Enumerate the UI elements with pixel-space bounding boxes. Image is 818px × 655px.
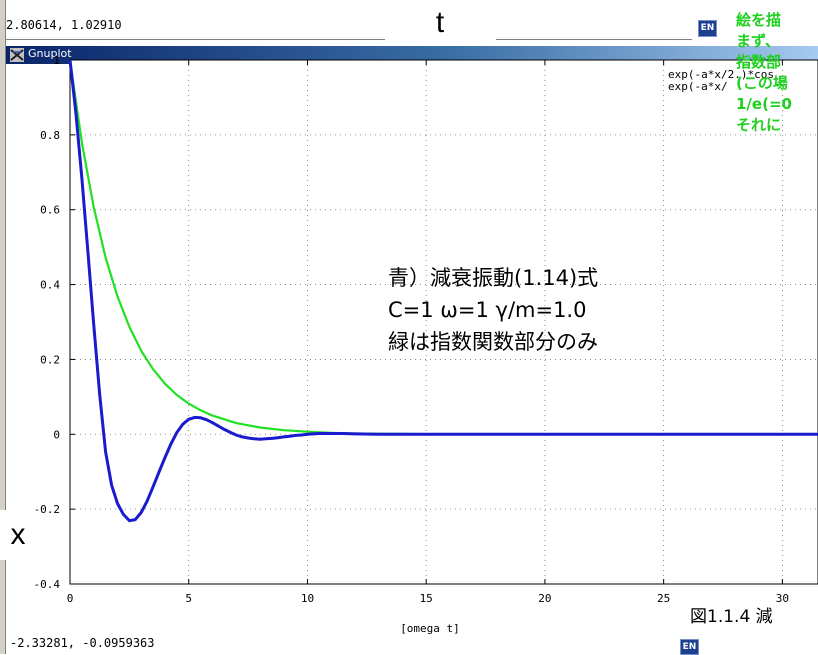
x-tick-label: 20	[538, 592, 551, 605]
y-tick-label: 0.4	[40, 279, 60, 292]
series-line-damped-oscillation	[68, 59, 818, 523]
y-tick-label: -0.4	[34, 578, 61, 591]
ime-language-icon[interactable]: EN	[698, 20, 717, 37]
cursor-coordinates-bottom: -2.33281, -0.0959363	[10, 636, 155, 650]
status-divider-right	[496, 39, 692, 40]
green-note-line: それに	[736, 116, 782, 134]
y-tick-label: -0.2	[34, 503, 61, 516]
legend-entry: exp(-a*x/2.)*cos	[668, 68, 774, 81]
x-tick-label: 25	[657, 592, 670, 605]
legend-entry: exp(-a*x/	[668, 80, 728, 93]
x-tick-label: 15	[420, 592, 433, 605]
cursor-coordinates-top: 2.80614, 1.02910	[6, 18, 122, 32]
y-tick-label: 0.6	[40, 204, 60, 217]
y-tick-label: 0.2	[40, 353, 60, 366]
green-note-line: (この場	[736, 74, 788, 92]
green-note-line: 1/e(=0	[736, 95, 792, 113]
t-axis-overlay-label: t	[385, 0, 495, 46]
y-tick-label: 1	[53, 54, 60, 67]
x-tick-label: 5	[185, 592, 192, 605]
green-note-line: 指数部	[736, 53, 782, 71]
x-tick-label: 0	[67, 592, 74, 605]
green-note-text: 絵を描 まず、 指数部 (この場 1/e(=0 それに	[736, 10, 818, 200]
x-tick-label: 10	[301, 592, 314, 605]
y-tick-label: 0.8	[40, 129, 60, 142]
x-axis-overlay-label: x	[0, 510, 36, 560]
figure-caption: 図1.1.4 減	[690, 602, 818, 627]
x-axis-label: [omega t]	[400, 622, 460, 635]
window-title: Gnuplot	[28, 47, 72, 60]
green-note-line: 絵を描	[736, 11, 782, 29]
window-frame-left	[0, 0, 6, 654]
x-tick-label: 30	[776, 592, 789, 605]
y-tick-label: 0	[53, 428, 60, 441]
gnuplot-app-icon	[10, 48, 24, 62]
ime-language-icon-bottom[interactable]: EN	[680, 639, 699, 655]
green-note-line: まず、	[736, 32, 780, 50]
plot-annotation: 青）減衰振動(1.14)式 C=1 ω=1 γ/m=1.0 緑は指数関数部分のみ	[388, 262, 598, 358]
annotation-line: 緑は指数関数部分のみ	[388, 330, 598, 354]
annotation-line: 青）減衰振動(1.14)式	[388, 266, 599, 290]
status-divider-left	[6, 39, 386, 40]
annotation-line: C=1 ω=1 γ/m=1.0	[388, 298, 587, 322]
plot-frame	[69, 59, 818, 585]
